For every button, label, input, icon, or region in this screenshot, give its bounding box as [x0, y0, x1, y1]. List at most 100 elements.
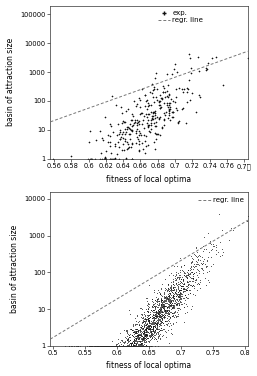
- Point: [124, 328, 128, 334]
- Point: [132, 338, 136, 344]
- Point: [194, 269, 198, 275]
- Point: [117, 343, 121, 349]
- Point: [133, 321, 137, 327]
- Point: [134, 328, 138, 334]
- Point: [173, 309, 177, 315]
- Point: [139, 340, 143, 346]
- Point: [151, 325, 155, 331]
- Point: [122, 147, 126, 153]
- Point: [110, 343, 114, 349]
- Point: [176, 300, 180, 306]
- Point: [218, 253, 222, 259]
- Point: [174, 314, 178, 320]
- Point: [186, 271, 190, 277]
- Point: [160, 297, 164, 303]
- Point: [110, 343, 114, 349]
- Point: [142, 311, 146, 317]
- Point: [109, 343, 113, 349]
- Point: [143, 333, 147, 339]
- Point: [196, 55, 200, 61]
- Point: [163, 308, 167, 314]
- Point: [148, 327, 152, 333]
- Point: [165, 71, 169, 77]
- Point: [109, 343, 113, 349]
- Point: [124, 343, 128, 349]
- Point: [135, 334, 139, 340]
- Point: [134, 335, 138, 341]
- Point: [113, 343, 117, 349]
- Point: [149, 109, 153, 115]
- Point: [163, 287, 167, 293]
- Point: [131, 343, 135, 349]
- Point: [152, 317, 156, 323]
- Point: [126, 337, 130, 343]
- Point: [191, 256, 195, 262]
- Point: [131, 322, 135, 328]
- Point: [168, 320, 172, 326]
- Point: [186, 281, 190, 287]
- Point: [169, 322, 173, 328]
- Point: [146, 305, 151, 311]
- Point: [148, 129, 152, 135]
- Point: [205, 269, 209, 275]
- Point: [157, 99, 161, 105]
- Point: [123, 343, 127, 349]
- Point: [152, 84, 156, 90]
- Point: [129, 144, 133, 150]
- Point: [145, 329, 150, 335]
- Point: [182, 295, 186, 301]
- Point: [146, 322, 150, 328]
- Point: [100, 343, 105, 349]
- Point: [184, 301, 188, 307]
- Point: [168, 300, 172, 306]
- Point: [140, 340, 144, 346]
- Point: [106, 343, 110, 349]
- Point: [121, 343, 125, 349]
- Point: [162, 308, 166, 314]
- Point: [125, 139, 129, 146]
- Point: [204, 246, 208, 252]
- Point: [132, 329, 136, 335]
- Point: [180, 283, 184, 289]
- Point: [171, 302, 176, 308]
- Point: [122, 343, 126, 349]
- Point: [144, 111, 148, 117]
- Point: [138, 343, 142, 349]
- Point: [161, 89, 166, 95]
- Point: [153, 303, 157, 309]
- Point: [157, 333, 161, 339]
- Y-axis label: basin of attraction size: basin of attraction size: [10, 225, 19, 313]
- Point: [175, 313, 179, 319]
- Point: [171, 295, 176, 301]
- Point: [204, 65, 208, 71]
- Point: [161, 89, 165, 95]
- Point: [155, 338, 159, 344]
- Point: [147, 324, 151, 330]
- Point: [145, 100, 150, 106]
- Point: [163, 309, 168, 315]
- Point: [212, 241, 216, 247]
- Point: [141, 326, 145, 332]
- Point: [186, 282, 190, 288]
- Point: [185, 273, 189, 279]
- Point: [220, 252, 224, 258]
- Point: [138, 324, 142, 331]
- Point: [167, 112, 171, 118]
- Point: [113, 343, 117, 349]
- Point: [149, 331, 153, 337]
- Point: [167, 307, 171, 313]
- Point: [202, 246, 206, 252]
- Point: [150, 115, 154, 121]
- Point: [192, 283, 196, 289]
- Point: [166, 293, 170, 299]
- Point: [183, 120, 188, 126]
- Point: [70, 343, 74, 349]
- Point: [108, 139, 112, 145]
- Point: [171, 294, 175, 300]
- Point: [124, 108, 128, 114]
- Point: [102, 343, 106, 349]
- Point: [175, 297, 179, 303]
- Point: [145, 329, 150, 335]
- Point: [144, 133, 148, 139]
- Point: [144, 326, 148, 332]
